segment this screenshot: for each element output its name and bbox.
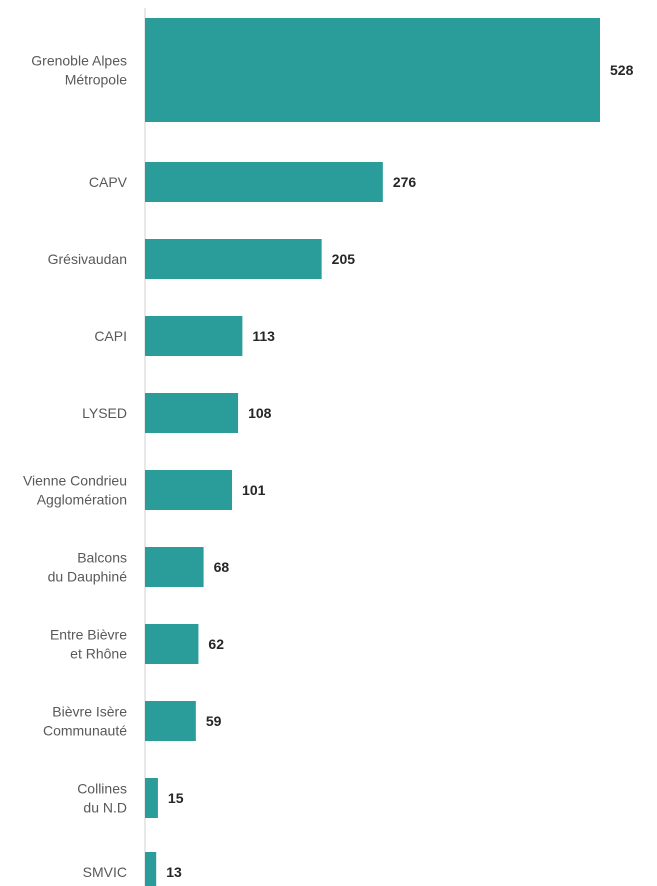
bar-3 bbox=[145, 316, 243, 356]
category-label-line: Collines bbox=[77, 781, 127, 797]
bar-1 bbox=[145, 162, 383, 202]
category-label-line: du N.D bbox=[83, 800, 127, 816]
value-labels-group: 528 276 205 113 108 101 68 62 59 15 13 bbox=[166, 62, 633, 880]
value-label-6: 68 bbox=[214, 559, 230, 575]
value-label-9: 15 bbox=[168, 790, 184, 806]
category-label-1: CAPV bbox=[89, 174, 128, 190]
category-label-line: Vienne Condrieu bbox=[23, 473, 127, 489]
value-label-8: 59 bbox=[206, 713, 222, 729]
value-label-2: 205 bbox=[332, 251, 356, 267]
bar-0 bbox=[145, 18, 600, 122]
value-label-10: 13 bbox=[166, 864, 182, 880]
category-label-line: CAPI bbox=[94, 328, 127, 344]
category-label-line: CAPV bbox=[89, 174, 128, 190]
bar-7 bbox=[145, 624, 199, 664]
category-label-line: Agglomération bbox=[37, 492, 127, 508]
category-label-7: Entre Bièvre et Rhône bbox=[50, 627, 127, 662]
category-label-line: Entre Bièvre bbox=[50, 627, 127, 643]
bar-4 bbox=[145, 393, 239, 433]
category-label-3: CAPI bbox=[94, 328, 127, 344]
category-label-line: LYSED bbox=[82, 405, 127, 421]
category-label-line: Communauté bbox=[43, 723, 127, 739]
bar-6 bbox=[145, 547, 204, 587]
category-label-2: Grésivaudan bbox=[48, 251, 127, 267]
value-label-0: 528 bbox=[610, 62, 634, 78]
category-label-line: SMVIC bbox=[83, 864, 127, 880]
bar-10 bbox=[145, 852, 157, 886]
category-label-8: Bièvre Isère Communauté bbox=[43, 704, 127, 739]
category-label-6: Balcons du Dauphiné bbox=[48, 550, 128, 585]
category-label-10: SMVIC bbox=[83, 864, 127, 880]
value-label-5: 101 bbox=[242, 482, 266, 498]
value-label-4: 108 bbox=[248, 405, 272, 421]
category-label-line: Grésivaudan bbox=[48, 251, 127, 267]
category-label-line: Balcons bbox=[77, 550, 127, 566]
category-label-9: Collines du N.D bbox=[77, 781, 127, 816]
category-label-5: Vienne Condrieu Agglomération bbox=[23, 473, 127, 508]
category-label-0: Grenoble Alpes Métropole bbox=[31, 53, 127, 88]
bar-5 bbox=[145, 470, 233, 510]
category-labels-group: Grenoble Alpes Métropole CAPV Grésivaudan CA… bbox=[23, 53, 128, 881]
category-label-line: Métropole bbox=[65, 72, 127, 88]
value-label-7: 62 bbox=[208, 636, 224, 652]
category-label-4: LYSED bbox=[82, 405, 127, 421]
value-label-1: 276 bbox=[393, 174, 417, 190]
category-label-line: du Dauphiné bbox=[48, 569, 128, 585]
category-label-line: Bièvre Isère bbox=[52, 704, 127, 720]
bars-group bbox=[145, 18, 600, 886]
category-label-line: Grenoble Alpes bbox=[31, 53, 127, 69]
category-label-line: et Rhône bbox=[70, 646, 127, 662]
bar-9 bbox=[145, 778, 158, 818]
value-label-3: 113 bbox=[252, 328, 275, 344]
bar-2 bbox=[145, 239, 322, 279]
bar-8 bbox=[145, 701, 196, 741]
